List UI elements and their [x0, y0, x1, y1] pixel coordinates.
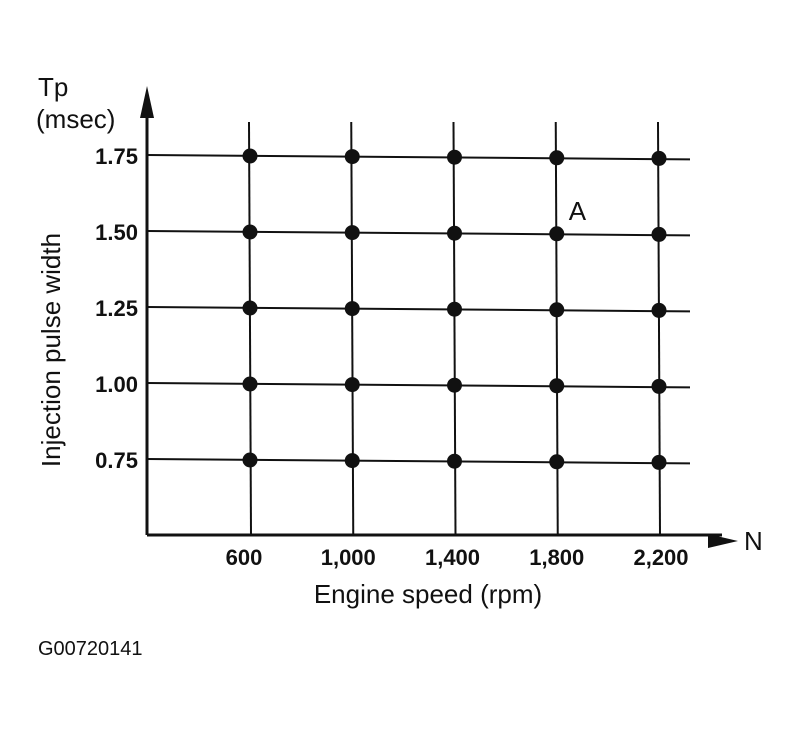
data-point: [447, 453, 462, 469]
y-tick-label: 1.75: [95, 144, 138, 169]
y-axis-symbol: Tp: [38, 72, 68, 102]
figure-code: G00720141: [38, 638, 143, 660]
x-axis-symbol: N: [744, 526, 763, 556]
data-point: [447, 301, 462, 317]
grid-line-v: [248, 121, 252, 536]
data-point: [447, 149, 462, 165]
y-axis-unit: (msec): [36, 104, 115, 134]
grid-line-h: [146, 230, 691, 237]
grid-line-h: [146, 458, 691, 465]
x-tick-label: 1,000: [321, 545, 376, 570]
x-tick-label: 2,200: [633, 545, 688, 570]
data-point: [447, 377, 462, 393]
data-point: [242, 376, 258, 392]
data-point: [242, 300, 258, 316]
grid-line-h: [146, 154, 691, 161]
x-tick-label: 600: [226, 545, 263, 570]
annotations: A: [569, 196, 587, 226]
annotation-label: A: [569, 196, 587, 226]
x-tick-label: 1,400: [425, 545, 480, 570]
x-tick-label: 1,800: [529, 545, 584, 570]
x-axis-arrow: [708, 534, 738, 548]
data-point: [651, 302, 667, 318]
grid-line-v: [554, 121, 559, 536]
data-point: [242, 224, 258, 240]
y-tick-label: 1.25: [95, 296, 138, 321]
axes: [140, 86, 738, 548]
y-axis-label: Injection pulse width: [36, 233, 66, 467]
data-point: [242, 148, 258, 164]
data-point: [549, 226, 565, 242]
data-point: [549, 454, 565, 470]
data-point: [344, 301, 360, 317]
data-point: [344, 149, 360, 165]
data-point: [651, 226, 667, 242]
grid: [146, 121, 691, 536]
data-point: [242, 452, 258, 468]
data-point: [651, 150, 667, 166]
y-tick-label: 1.50: [95, 220, 138, 245]
x-axis-label: Engine speed (rpm): [314, 579, 542, 609]
data-point: [344, 453, 360, 469]
grid-line-v: [452, 121, 457, 536]
y-axis-arrow: [140, 86, 154, 118]
grid-line-v: [350, 121, 355, 536]
grid-line-h: [146, 382, 691, 389]
data-point: [344, 377, 360, 393]
data-point: [344, 225, 360, 241]
data-point: [651, 454, 667, 470]
data-point: [447, 225, 462, 241]
x-tick-labels: 600 1,000 1,400 1,800 2,200: [226, 545, 689, 570]
data-point: [549, 150, 565, 166]
y-tick-label: 0.75: [95, 448, 138, 473]
data-points: [242, 148, 667, 470]
grid-line-h: [146, 306, 691, 313]
y-tick-label: 1.00: [95, 372, 138, 397]
grid-line-v: [657, 121, 661, 536]
data-point: [549, 378, 565, 394]
data-point: [651, 378, 667, 394]
y-tick-labels: 0.75 1.00 1.25 1.50 1.75: [95, 144, 138, 473]
data-point: [549, 302, 565, 318]
